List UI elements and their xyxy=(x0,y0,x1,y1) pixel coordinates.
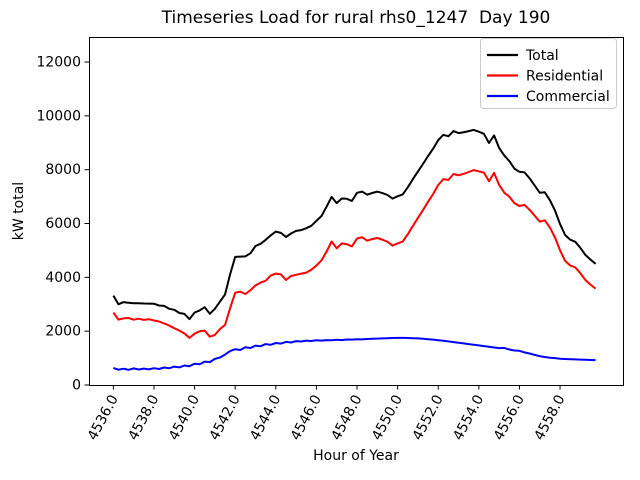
y-axis-label: kW total xyxy=(11,181,27,241)
x-tick-label: 4554.0 xyxy=(450,392,487,443)
x-tick-label: 4540.0 xyxy=(166,392,203,443)
y-tick-label: 8000 xyxy=(45,162,81,178)
residential-line xyxy=(112,169,597,339)
x-axis-label: Hour of Year xyxy=(313,448,399,464)
y-tick-label: 0 xyxy=(72,378,81,394)
y-tick-label: 10000 xyxy=(36,108,81,124)
x-tick-label: 4552.0 xyxy=(410,392,447,443)
y-tick-label: 2000 xyxy=(45,324,81,340)
y-tick-label: 12000 xyxy=(36,55,81,71)
y-tick-label: 4000 xyxy=(45,270,81,286)
x-tick-label: 4538.0 xyxy=(125,392,162,443)
x-tick-label: 4542.0 xyxy=(207,392,244,443)
y-axis: 0 2000 4000 6000 8000 10000 12000 xyxy=(36,55,89,394)
chart-title: Timeseries Load for rural rhs0_1247 Day … xyxy=(161,8,551,28)
x-tick-label: 4544.0 xyxy=(247,392,284,443)
legend-label-residential: Residential xyxy=(526,69,603,85)
x-tick-label: 4550.0 xyxy=(369,392,406,443)
x-tick-label: 4558.0 xyxy=(531,392,568,443)
x-tick-label: 4548.0 xyxy=(328,392,365,443)
legend-label-commercial: Commercial xyxy=(526,89,610,105)
x-axis: 4536.0 4538.0 4540.0 4542.0 4544.0 4546.0 4548… xyxy=(85,385,569,443)
legend: Total Residential Commercial xyxy=(480,38,617,109)
x-tick-label: 4536.0 xyxy=(85,392,122,443)
total-line xyxy=(112,128,597,321)
legend-label-total: Total xyxy=(525,48,559,64)
commercial-line xyxy=(113,336,596,371)
y-tick-label: 6000 xyxy=(45,216,81,232)
x-tick-label: 4546.0 xyxy=(288,392,325,443)
x-tick-label: 4556.0 xyxy=(491,392,528,443)
